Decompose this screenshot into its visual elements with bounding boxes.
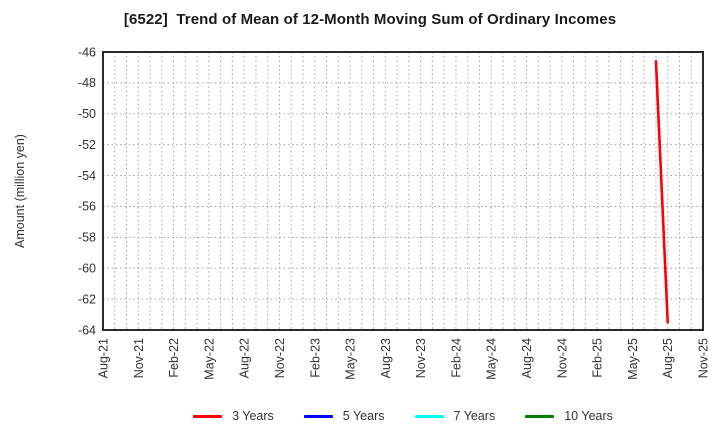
legend-item-3-years: 3 Years [193, 409, 274, 423]
y-axis-label: Amount (million yen) [13, 134, 27, 248]
y-tick-label: -50 [78, 107, 96, 121]
y-tick-label: -58 [78, 231, 96, 245]
x-tick-label: May-24 [485, 338, 499, 380]
x-tick-label: May-22 [202, 338, 216, 380]
x-tick-label: Aug-24 [520, 338, 534, 378]
x-tick-label: Nov-22 [273, 338, 287, 378]
x-tick-label: May-23 [344, 338, 358, 380]
legend-item-5-years: 5 Years [303, 409, 385, 423]
x-tick-label: Nov-23 [414, 338, 428, 378]
y-tick-label: -60 [78, 262, 96, 276]
legend-swatch-5-years [303, 414, 333, 418]
axis-border [102, 51, 704, 331]
x-tick-label: Nov-24 [555, 338, 569, 378]
x-tick-label: Feb-22 [167, 338, 181, 378]
y-tick-label: -48 [78, 76, 96, 90]
x-tick-label: Aug-25 [661, 338, 675, 378]
legend-swatch-7-years [414, 414, 444, 418]
legend-swatch-10-years [525, 414, 555, 418]
legend: 3 Years 5 Years 7 Years 10 Years [103, 406, 703, 426]
x-tick-label: Aug-21 [97, 338, 111, 378]
y-tick-labels: -46 -48 -50 -52 -54 -56 -58 -60 -62 -64 [78, 45, 96, 337]
y-tick-label: -52 [78, 138, 96, 152]
x-tick-label: Nov-21 [132, 338, 146, 378]
x-tick-label: Feb-24 [449, 338, 463, 378]
legend-label-7-years: 7 Years [453, 409, 496, 423]
x-tick-label: May-25 [626, 338, 640, 380]
x-tick-label: Aug-23 [379, 338, 393, 378]
legend-item-7-years: 7 Years [414, 409, 496, 423]
legend-label-3-years: 3 Years [232, 409, 274, 423]
y-tick-label: -56 [78, 200, 96, 214]
legend-swatch-3-years [193, 414, 223, 418]
x-tick-label: Nov-25 [697, 338, 711, 378]
y-tick-label: -62 [78, 292, 96, 306]
grid [103, 52, 703, 330]
legend-item-10-years: 10 Years [525, 409, 613, 423]
x-tick-label: Feb-25 [591, 338, 605, 378]
x-tick-label: Feb-23 [308, 338, 322, 378]
x-tick-labels: Aug-21 Nov-21 Feb-22 May-22 Aug-22 Nov-22 Feb-… [97, 338, 711, 380]
chart-title: [6522] Trend of Mean of 12-Month Moving … [123, 11, 617, 28]
y-tick-label: -64 [78, 323, 96, 337]
series-line-3-years [654, 59, 670, 324]
legend-label-10-years: 10 Years [564, 409, 613, 423]
y-tick-label: -46 [78, 45, 96, 59]
legend-label-5-years: 5 Years [342, 409, 385, 423]
y-tick-label: -54 [78, 169, 96, 183]
x-tick-label: Aug-22 [238, 338, 252, 378]
